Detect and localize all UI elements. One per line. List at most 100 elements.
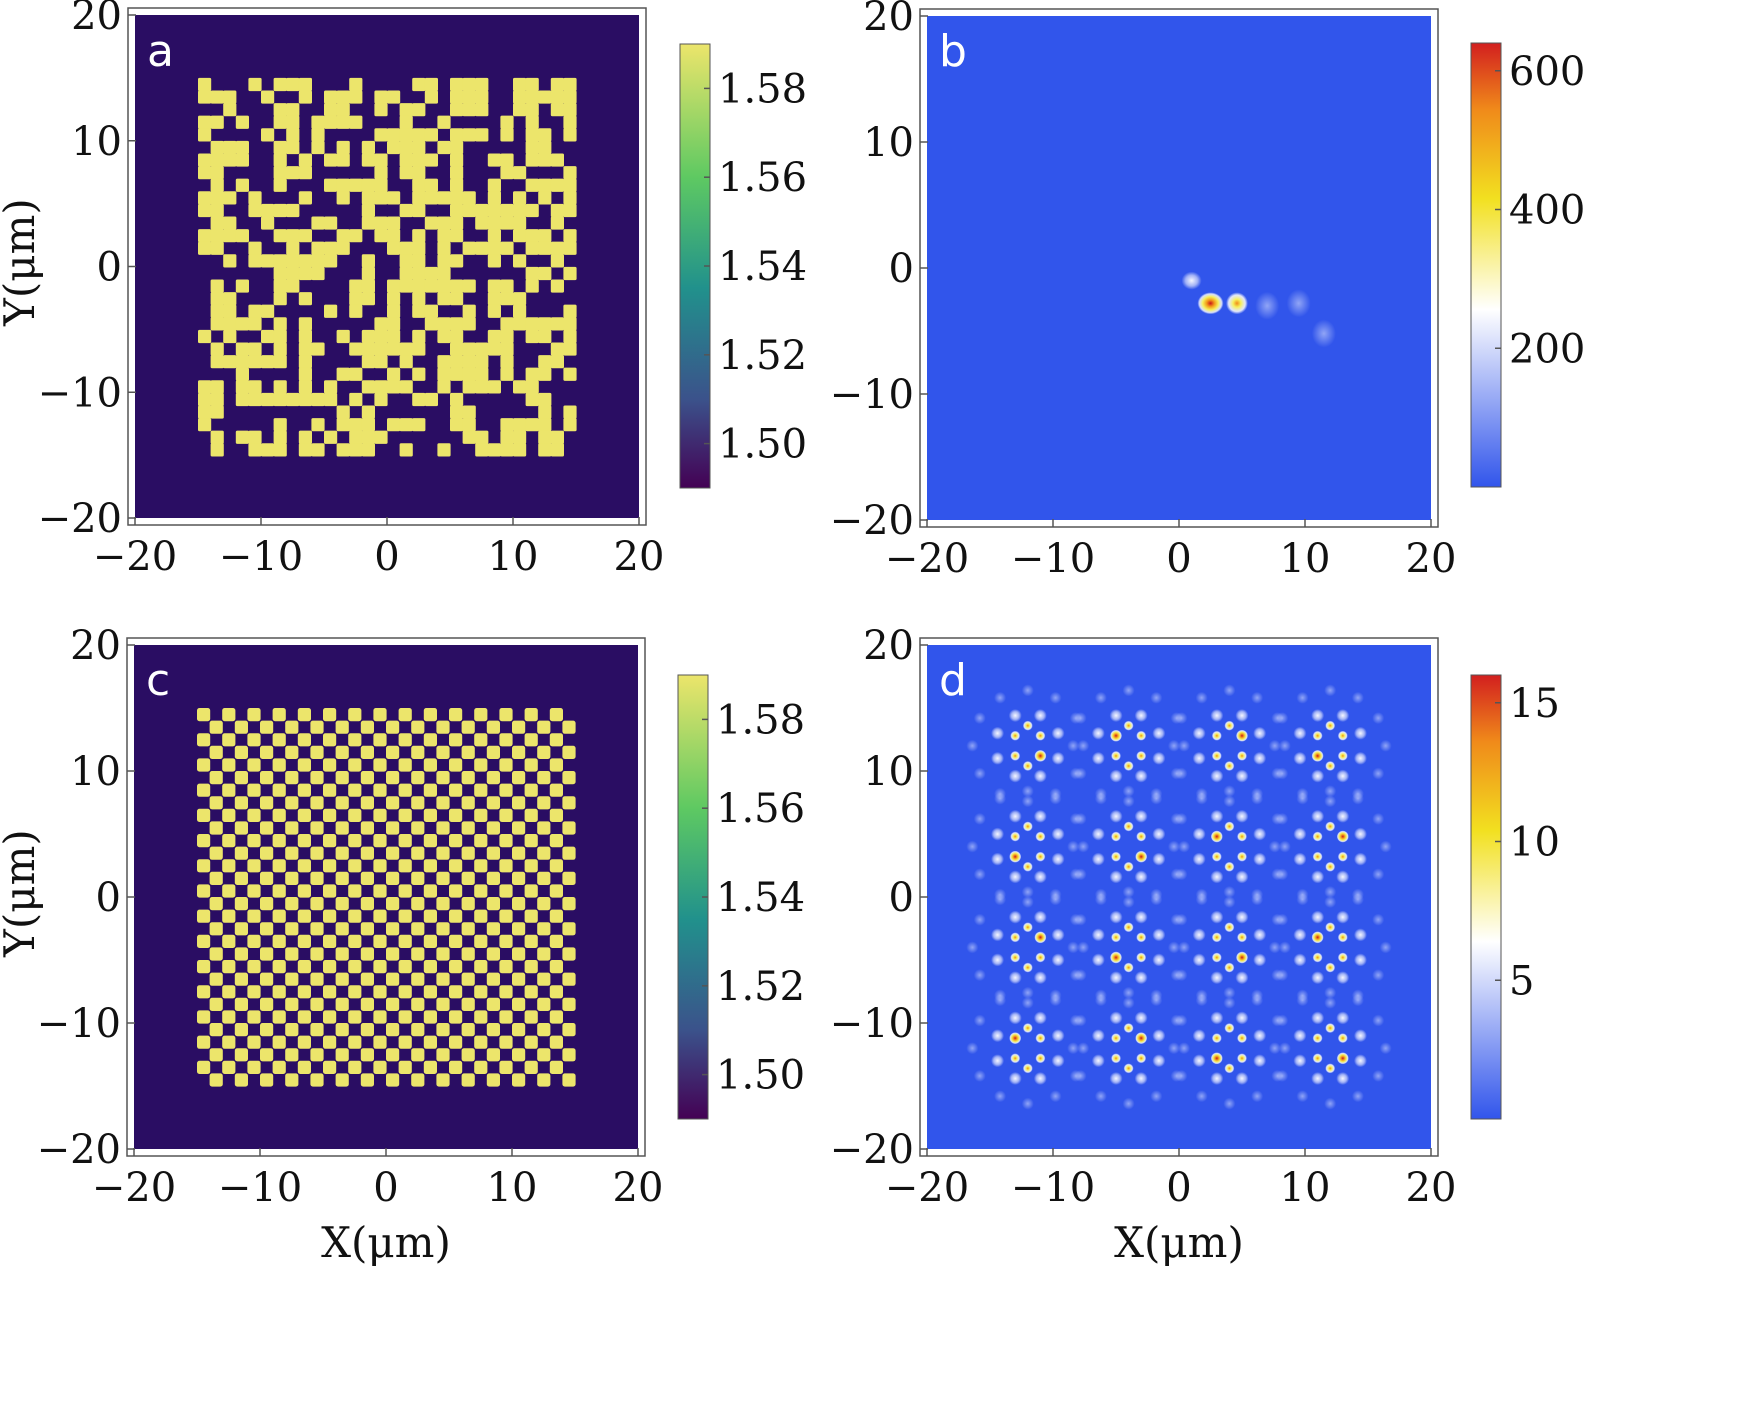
pattern-cell: [235, 317, 249, 331]
spot-white: [1192, 726, 1206, 740]
pattern-cell: [272, 985, 286, 999]
pattern-cell: [261, 203, 275, 218]
pattern-cell: [513, 380, 527, 394]
pattern-cell: [563, 77, 577, 92]
spot-faint: [994, 989, 1007, 1002]
pattern-cell: [487, 380, 501, 394]
colorbar-tick-label: 1.54: [716, 875, 805, 921]
pattern-cell: [285, 972, 299, 986]
pattern-cell: [248, 203, 262, 218]
spot-faint: [1195, 1090, 1208, 1103]
x-tick-label: 0: [1166, 1165, 1191, 1211]
spot-white: [1353, 726, 1367, 740]
spot-yellow: [1237, 750, 1247, 761]
spot-faint: [1175, 812, 1188, 825]
spot-white: [1336, 809, 1350, 823]
pattern-cell: [210, 430, 224, 444]
pattern-cell: [525, 115, 539, 129]
spot-faint: [1178, 941, 1191, 954]
spot-white: [1353, 751, 1367, 765]
pattern-cell: [462, 304, 476, 318]
pattern-cell: [209, 771, 223, 785]
pattern-cell: [323, 834, 337, 848]
pattern-cell: [512, 796, 526, 810]
pattern-cell: [198, 191, 212, 205]
pattern-cell: [323, 758, 337, 772]
pattern-cell: [398, 808, 412, 822]
pattern-cell: [297, 758, 311, 772]
pattern-cell: [298, 191, 312, 205]
pattern-cell: [324, 380, 338, 394]
pattern-cell: [450, 103, 464, 117]
spot-faint: [1379, 739, 1392, 752]
pattern-cell: [360, 821, 374, 835]
spot-yellow: [1237, 851, 1247, 862]
pattern-cell: [374, 355, 388, 369]
pattern-cell: [286, 229, 300, 243]
spot-peak: [1110, 951, 1122, 964]
spot-yellow: [1325, 922, 1336, 933]
spot-yellow: [1136, 831, 1147, 842]
pattern-cell: [285, 1073, 299, 1087]
panel-a-pattern: [198, 77, 577, 457]
spot-white: [1253, 726, 1267, 740]
spot-yellow: [1123, 861, 1134, 872]
pattern-cell: [272, 808, 286, 822]
spot-yellow: [1123, 720, 1134, 731]
spot-white: [1008, 971, 1022, 985]
spot-peak: [1236, 951, 1248, 964]
pattern-cell: [512, 771, 526, 785]
pattern-cell: [373, 783, 387, 797]
pattern-cell: [437, 216, 451, 230]
pattern-cell: [386, 871, 400, 885]
spot-faint: [1296, 691, 1309, 704]
pattern-cell: [260, 897, 274, 911]
pattern-cell: [398, 783, 412, 797]
pattern-cell: [361, 355, 375, 369]
pattern-cell: [424, 266, 438, 281]
pattern-cell: [234, 1073, 248, 1087]
pattern-cell: [272, 783, 286, 797]
pattern-cell: [524, 834, 538, 848]
panel-d-letter: d: [939, 655, 967, 706]
spot-faint: [1372, 868, 1385, 881]
pattern-cell: [286, 115, 300, 129]
pattern-cell: [361, 191, 375, 205]
pattern-cell: [373, 909, 387, 923]
spot-faint: [994, 691, 1007, 704]
y-tick-label: −20: [38, 496, 122, 542]
pattern-cell: [235, 140, 249, 155]
spot-yellow: [1136, 932, 1147, 943]
pattern-cell: [222, 985, 236, 999]
pattern-cell: [549, 884, 563, 898]
spot-yellow: [1325, 720, 1336, 731]
spot-faint: [1049, 1090, 1062, 1103]
pattern-cell: [513, 292, 527, 306]
pattern-cell: [387, 342, 401, 356]
pattern-cell: [273, 329, 287, 344]
spot-white: [1210, 769, 1224, 783]
spot-faint: [1372, 767, 1385, 780]
spot-faint: [1223, 986, 1236, 999]
pattern-cell: [562, 771, 576, 785]
pattern-cell: [273, 166, 287, 180]
spot-white: [1192, 953, 1206, 967]
spot-yellow: [1237, 1033, 1247, 1044]
pattern-cell: [247, 960, 261, 974]
spot-faint: [1175, 767, 1188, 780]
pattern-cell: [298, 430, 312, 444]
pattern-cell: [222, 783, 236, 797]
pattern-cell: [374, 317, 388, 331]
spot-faint: [1296, 787, 1309, 800]
spot-faint: [1167, 739, 1180, 752]
spot-yellow: [1123, 821, 1134, 832]
pattern-cell: [500, 292, 514, 306]
spot-white: [1293, 1054, 1307, 1068]
pattern-cell: [374, 166, 388, 180]
spot-white: [1051, 1029, 1065, 1043]
pattern-cell: [423, 960, 437, 974]
pattern-cell: [260, 922, 274, 936]
pattern-cell: [487, 191, 501, 205]
